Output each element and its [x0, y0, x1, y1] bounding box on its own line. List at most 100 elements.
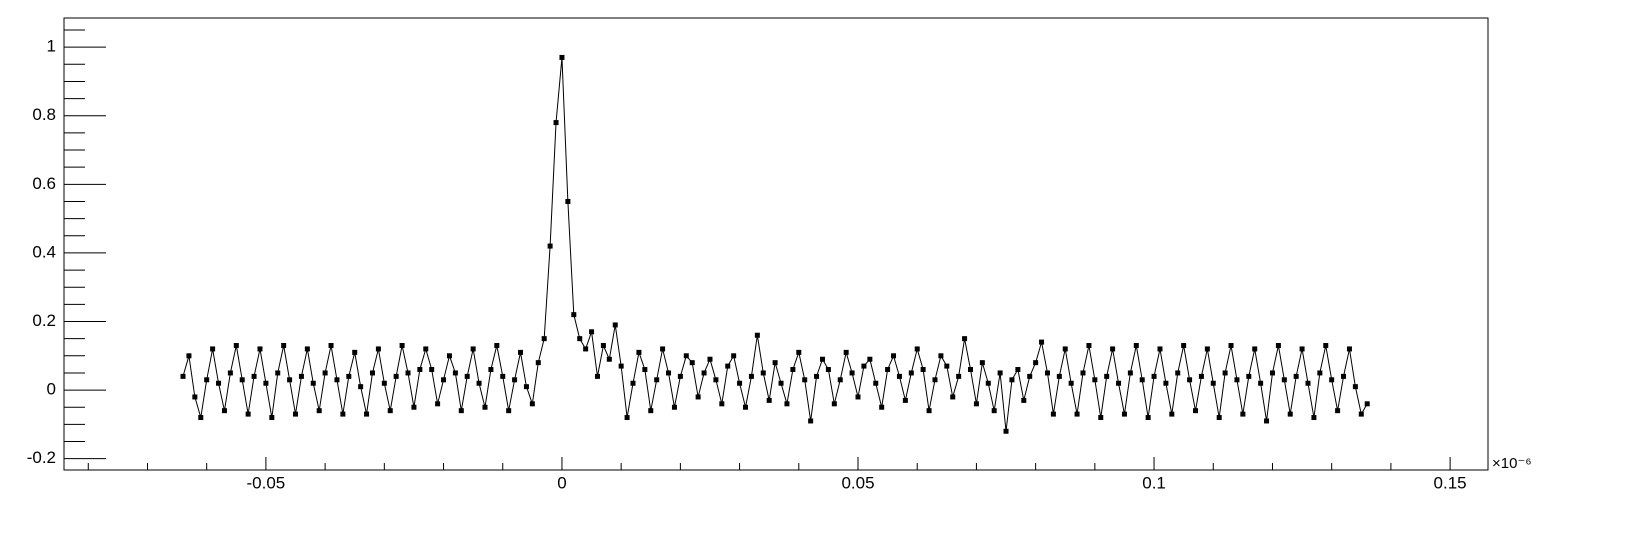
data-marker [867, 356, 873, 362]
data-marker [796, 349, 802, 355]
data-marker [991, 408, 997, 414]
data-marker [500, 373, 506, 379]
data-marker [488, 367, 494, 373]
data-marker [606, 356, 612, 362]
data-marker [754, 332, 760, 338]
data-marker [316, 408, 322, 414]
data-marker [725, 363, 731, 369]
data-marker [802, 377, 808, 383]
data-marker [962, 336, 968, 342]
data-marker [470, 346, 476, 352]
data-marker [1299, 346, 1305, 352]
data-marker [257, 346, 263, 352]
data-marker [1305, 380, 1311, 386]
data-marker [979, 360, 985, 366]
data-marker [1335, 408, 1341, 414]
data-marker [660, 346, 666, 352]
data-marker [180, 373, 186, 379]
plot-frame [63, 17, 1489, 471]
data-marker [1139, 377, 1145, 383]
y-tick-label: 0.4 [32, 242, 56, 261]
data-marker [997, 370, 1003, 376]
data-marker [518, 349, 524, 355]
data-marker [1187, 377, 1193, 383]
x-axis-multiplier: ×10⁻⁶ [1492, 455, 1532, 472]
data-marker [618, 363, 624, 369]
data-marker [512, 377, 518, 383]
data-marker [737, 380, 743, 386]
data-marker [358, 384, 364, 390]
data-marker [245, 411, 251, 417]
data-marker [1110, 346, 1116, 352]
data-marker [429, 367, 435, 373]
data-marker [879, 404, 885, 410]
data-marker [1027, 373, 1033, 379]
data-marker [1311, 415, 1317, 421]
data-marker [535, 360, 541, 366]
data-marker [559, 54, 565, 60]
data-marker [1133, 343, 1139, 349]
data-marker [896, 373, 902, 379]
data-marker [1044, 370, 1050, 376]
data-marker [565, 198, 571, 204]
data-marker [707, 356, 713, 362]
data-marker [375, 346, 381, 352]
data-marker [1228, 343, 1234, 349]
data-marker [814, 373, 820, 379]
data-marker [1068, 380, 1074, 386]
data-marker [908, 370, 914, 376]
data-marker [346, 373, 352, 379]
data-marker [1264, 418, 1270, 424]
x-tick-label: 0.1 [1142, 473, 1166, 492]
data-marker [304, 346, 310, 352]
data-marker [298, 373, 304, 379]
data-marker [671, 404, 677, 410]
data-marker [784, 401, 790, 407]
data-marker [973, 401, 979, 407]
data-marker [861, 363, 867, 369]
data-marker [837, 377, 843, 383]
data-marker [322, 370, 328, 376]
data-marker [210, 346, 216, 352]
data-marker [1039, 339, 1045, 345]
data-marker [636, 349, 642, 355]
data-marker [689, 360, 695, 366]
data-marker [452, 370, 458, 376]
data-marker [1269, 370, 1275, 376]
data-marker [1287, 411, 1293, 417]
data-marker [1216, 415, 1222, 421]
data-marker [1086, 343, 1092, 349]
x-tick-label: -0.05 [247, 473, 286, 492]
data-marker [914, 346, 920, 352]
data-marker [1104, 373, 1110, 379]
data-marker [405, 370, 411, 376]
data-marker [1163, 380, 1169, 386]
data-marker [1050, 411, 1056, 417]
data-marker [435, 401, 441, 407]
data-marker [1062, 346, 1068, 352]
data-marker [1222, 370, 1228, 376]
data-marker [571, 312, 577, 318]
data-marker [1151, 373, 1157, 379]
data-marker [1275, 343, 1281, 349]
data-marker [198, 415, 204, 421]
data-marker [482, 404, 488, 410]
data-marker [808, 418, 814, 424]
data-marker [417, 367, 423, 373]
data-marker [956, 373, 962, 379]
data-marker [446, 353, 452, 359]
data-marker [381, 380, 387, 386]
data-marker [458, 408, 464, 414]
data-marker [902, 397, 908, 403]
data-marker [677, 373, 683, 379]
data-marker [1293, 373, 1299, 379]
data-marker [1181, 343, 1187, 349]
data-marker [932, 377, 938, 383]
data-marker [186, 353, 192, 359]
x-tick-label: 0.15 [1434, 473, 1467, 492]
data-marker [1246, 373, 1252, 379]
data-marker [589, 329, 595, 335]
data-marker [713, 377, 719, 383]
data-marker [1127, 370, 1133, 376]
data-marker [239, 377, 245, 383]
